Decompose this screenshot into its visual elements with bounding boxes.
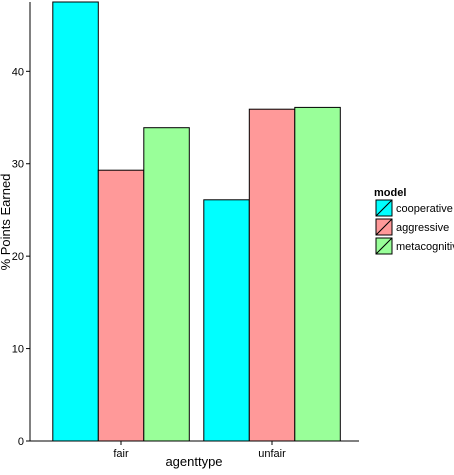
bar-aggressive-unfair <box>248 108 296 442</box>
y-tick-label-0: 0 <box>18 436 24 448</box>
axes <box>29 2 359 442</box>
y-tick-label-30: 30 <box>12 159 24 171</box>
legend-label-metacognitive: metacognitive <box>396 241 454 253</box>
legend-title: model <box>374 187 406 199</box>
x-ticks: fair unfair <box>113 441 286 460</box>
bar-cooperative-unfair <box>203 199 250 442</box>
x-axis-title: agenttype <box>165 454 222 469</box>
y-tick-label-20: 20 <box>12 251 24 263</box>
legend-key-slash-cooperative <box>375 199 393 217</box>
x-tick-label-unfair: unfair <box>258 448 286 460</box>
legend: model cooperative aggressive metacognitive <box>374 187 454 255</box>
legend-label-cooperative: cooperative <box>396 203 453 215</box>
legend-key-slash-aggressive <box>375 218 393 236</box>
y-tick-label-10: 10 <box>12 344 24 356</box>
legend-key-slash-metacognitive <box>375 237 393 255</box>
bar-metacognitive-unfair <box>294 106 341 442</box>
bar-cooperative-fair <box>52 1 99 442</box>
legend-label-aggressive: aggressive <box>396 222 449 234</box>
y-tick-label-40: 40 <box>12 66 24 78</box>
bar-metacognitive-fair <box>143 127 190 442</box>
y-ticks: 0 10 20 30 40 <box>12 66 30 448</box>
plot-area <box>52 1 341 442</box>
bar-aggressive-fair <box>97 169 145 442</box>
y-axis-title: % Points Earned <box>0 174 13 271</box>
x-tick-label-fair: fair <box>113 448 129 460</box>
